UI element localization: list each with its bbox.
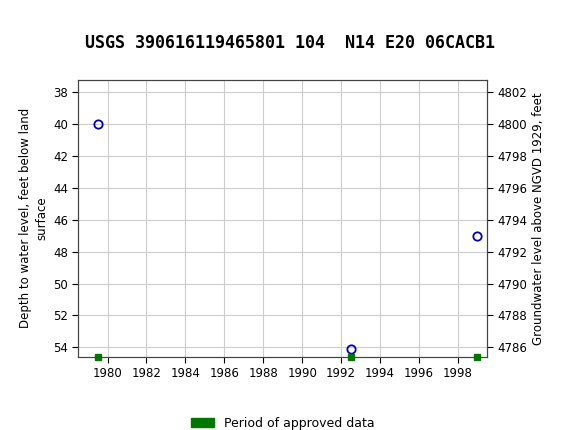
Y-axis label: Groundwater level above NGVD 1929, feet: Groundwater level above NGVD 1929, feet [532, 92, 545, 344]
Text: USGS: USGS [38, 10, 97, 30]
Text: USGS 390616119465801 104  N14 E20 06CACB1: USGS 390616119465801 104 N14 E20 06CACB1 [85, 34, 495, 52]
Text: ≡: ≡ [9, 8, 30, 32]
Y-axis label: Depth to water level, feet below land
surface: Depth to water level, feet below land su… [19, 108, 49, 329]
Legend: Period of approved data: Period of approved data [186, 412, 379, 430]
